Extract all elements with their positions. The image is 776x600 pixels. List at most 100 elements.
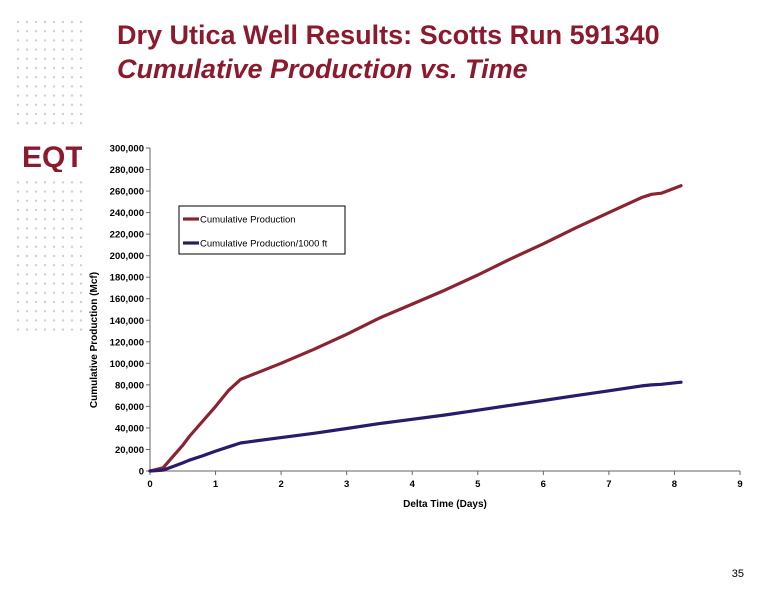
decorative-dot xyxy=(25,245,29,248)
decorative-dot xyxy=(16,112,20,116)
decorative-dot xyxy=(16,264,20,267)
decorative-dot xyxy=(70,76,74,79)
decorative-dot xyxy=(43,236,47,239)
decorative-dot xyxy=(79,254,83,258)
y-tick-label: 220,000 xyxy=(110,230,144,241)
decorative-dot xyxy=(52,181,56,184)
decorative-dot xyxy=(61,181,65,184)
decorative-dot xyxy=(16,199,20,202)
decorative-dot xyxy=(34,328,38,331)
decorative-dot xyxy=(25,282,29,285)
decorative-dot xyxy=(79,181,83,184)
y-tick-label: 200,000 xyxy=(110,251,144,262)
decorative-dot xyxy=(61,122,65,125)
decorative-dot xyxy=(25,227,29,230)
decorative-dot xyxy=(52,112,56,116)
decorative-dot xyxy=(61,245,65,248)
decorative-dot xyxy=(61,264,65,267)
decorative-dot xyxy=(16,94,20,97)
decorative-dot xyxy=(16,319,20,322)
decorative-dot xyxy=(61,328,65,331)
decorative-dot xyxy=(34,48,38,51)
decorative-dot xyxy=(43,245,47,248)
decorative-dot xyxy=(43,264,47,267)
decorative-dot xyxy=(52,30,56,33)
decorative-dot xyxy=(70,103,74,107)
decorative-dot xyxy=(43,208,47,212)
decorative-dot xyxy=(25,264,29,267)
decorative-dot xyxy=(79,328,83,331)
decorative-dot xyxy=(43,190,47,193)
chart-legend: Cumulative Production Cumulative Producti… xyxy=(178,205,346,255)
decorative-dot xyxy=(16,300,20,304)
decorative-dot xyxy=(52,103,56,107)
decorative-dot xyxy=(79,218,83,221)
decorative-dot xyxy=(70,300,74,304)
decorative-dot xyxy=(79,30,83,33)
decorative-dot xyxy=(34,291,38,294)
decorative-dot xyxy=(61,85,65,88)
decorative-dot xyxy=(70,291,74,294)
y-tick-label: 60,000 xyxy=(115,402,144,413)
decorative-dot xyxy=(52,227,56,230)
decorative-dot xyxy=(70,273,74,276)
decorative-dot xyxy=(79,190,83,193)
eqt-logo-text: EQT xyxy=(22,141,82,172)
decorative-dot xyxy=(61,190,65,193)
decorative-dot xyxy=(43,300,47,304)
x-tick-label: 4 xyxy=(410,479,416,490)
decorative-dot xyxy=(43,57,47,60)
decorative-dot xyxy=(34,112,38,116)
decorative-dot xyxy=(61,30,65,33)
decorative-dot xyxy=(16,208,20,212)
decorative-dot xyxy=(52,328,56,331)
decorative-dot xyxy=(16,20,20,24)
decorative-dot xyxy=(34,282,38,285)
decorative-dot xyxy=(43,48,47,51)
decorative-dot xyxy=(34,218,38,221)
decorative-dot xyxy=(16,282,20,285)
decorative-dot xyxy=(43,218,47,221)
decorative-dot xyxy=(16,103,20,107)
x-tick-label: 1 xyxy=(213,479,219,490)
x-tick-label: 5 xyxy=(475,479,481,490)
decorative-dot xyxy=(61,218,65,221)
decorative-dot xyxy=(61,319,65,322)
decorative-dot xyxy=(34,264,38,267)
decorative-dot xyxy=(61,103,65,107)
decorative-dot xyxy=(43,227,47,230)
decorative-dot xyxy=(52,66,56,70)
decorative-dot xyxy=(70,310,74,313)
decorative-dot xyxy=(25,291,29,294)
decorative-dot xyxy=(61,199,65,202)
decorative-dot xyxy=(43,85,47,88)
decorative-dot xyxy=(79,199,83,202)
decorative-dot xyxy=(79,66,83,70)
decorative-dot xyxy=(16,273,20,276)
decorative-dot xyxy=(61,254,65,258)
decorative-dot xyxy=(25,112,29,116)
plot-area: 0 20,000 40,000 60,000 80,000 100,000 120,000 1… xyxy=(110,144,743,491)
decorative-dot xyxy=(34,57,38,60)
decorative-dot xyxy=(25,190,29,193)
decorative-dot xyxy=(61,20,65,24)
decorative-dot xyxy=(43,291,47,294)
x-tick-label: 2 xyxy=(278,479,283,490)
decorative-dot xyxy=(43,39,47,42)
decorative-dot xyxy=(61,57,65,60)
decorative-dot xyxy=(79,122,83,125)
decorative-dot xyxy=(79,282,83,285)
decorative-dot xyxy=(70,39,74,42)
decorative-dot xyxy=(43,199,47,202)
decorative-dot xyxy=(79,57,83,60)
x-tick-label: 7 xyxy=(606,479,611,490)
decorative-dot xyxy=(79,319,83,322)
decorative-dot xyxy=(34,20,38,24)
decorative-dot xyxy=(70,57,74,60)
decorative-dot xyxy=(34,30,38,33)
decorative-dot xyxy=(70,20,74,24)
decorative-dot xyxy=(52,310,56,313)
decorative-dot xyxy=(79,208,83,212)
decorative-dot xyxy=(25,94,29,97)
decorative-dot xyxy=(25,310,29,313)
